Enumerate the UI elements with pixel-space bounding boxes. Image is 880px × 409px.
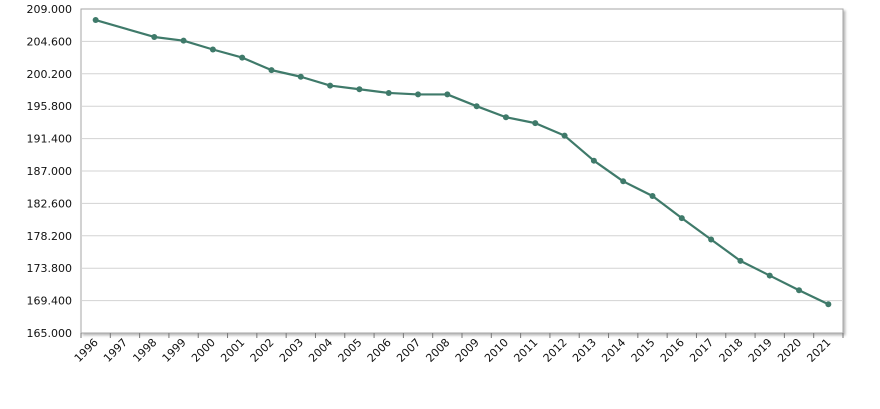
x-tick-label: 1999 — [160, 336, 189, 365]
data-point — [678, 215, 685, 222]
y-tick-label: 204.600 — [27, 35, 73, 48]
x-tick-label: 2007 — [394, 336, 423, 365]
y-tick-label: 169.400 — [27, 295, 73, 308]
x-tick-label: 1998 — [130, 336, 159, 365]
data-point — [92, 17, 99, 24]
x-tick-label: 2016 — [658, 336, 687, 365]
x-tick-label: 2008 — [423, 336, 452, 365]
y-axis-tick-labels: 165.000 169.400 173.800 178.200 182.600 187.0… — [27, 3, 73, 340]
x-tick-label: 1996 — [72, 336, 101, 365]
x-tick-label: 2012 — [541, 336, 570, 365]
x-tick-label: 2010 — [482, 336, 511, 365]
y-tick-label: 178.200 — [27, 230, 73, 243]
data-point — [473, 103, 480, 110]
gridlines — [81, 40, 843, 302]
data-point — [297, 73, 304, 80]
x-tick-label: 2002 — [248, 336, 277, 365]
data-point — [796, 287, 803, 294]
data-point — [502, 114, 509, 121]
x-tick-label: 2000 — [189, 336, 218, 365]
x-tick-label: 2004 — [306, 336, 335, 365]
x-axis-tick-labels: 1996 1997 1998 1999 2000 2001 2002 2003 2004 2005… — [72, 333, 844, 365]
x-tick-label: 2013 — [570, 336, 599, 365]
data-point — [825, 301, 832, 308]
data-point — [766, 272, 773, 279]
x-tick-label: 2005 — [336, 336, 365, 365]
data-point — [532, 120, 539, 127]
x-tick-label: 2011 — [511, 336, 540, 365]
x-tick-label: 2015 — [629, 336, 658, 365]
y-tick-label: 173.800 — [27, 262, 73, 275]
x-tick-label: 2009 — [453, 336, 482, 365]
data-point — [327, 82, 334, 89]
data-point — [151, 33, 158, 40]
data-point — [385, 89, 392, 96]
data-point — [590, 157, 597, 164]
data-point — [444, 91, 451, 98]
y-tick-label: 182.600 — [27, 197, 73, 210]
x-tick-label: 2019 — [746, 336, 775, 365]
data-point — [180, 37, 187, 44]
data-series — [92, 17, 832, 308]
y-tick-label: 195.800 — [27, 100, 73, 113]
data-point — [239, 54, 246, 61]
data-point — [209, 46, 216, 53]
y-tick-label: 165.000 — [27, 327, 73, 340]
x-tick-label: 2018 — [717, 336, 746, 365]
data-point — [356, 86, 363, 93]
data-point — [415, 91, 422, 98]
data-point — [708, 236, 715, 243]
y-tick-label: 200.200 — [27, 68, 73, 81]
x-tick-label: 2014 — [599, 336, 628, 365]
x-tick-label: 2006 — [365, 336, 394, 365]
x-tick-label: 2020 — [775, 336, 804, 365]
x-tick-label: 2003 — [277, 336, 306, 365]
y-tick-label: 209.000 — [27, 3, 73, 16]
data-point — [561, 132, 568, 139]
x-tick-label: 2021 — [804, 336, 833, 365]
data-point — [268, 67, 275, 74]
x-tick-label: 2017 — [687, 336, 716, 365]
data-point — [737, 257, 744, 264]
data-point — [649, 193, 656, 200]
x-tick-label: 1997 — [101, 336, 130, 365]
y-tick-label: 191.400 — [27, 133, 73, 146]
data-point — [620, 178, 627, 185]
y-tick-label: 187.000 — [27, 165, 73, 178]
x-tick-label: 2001 — [218, 336, 247, 365]
